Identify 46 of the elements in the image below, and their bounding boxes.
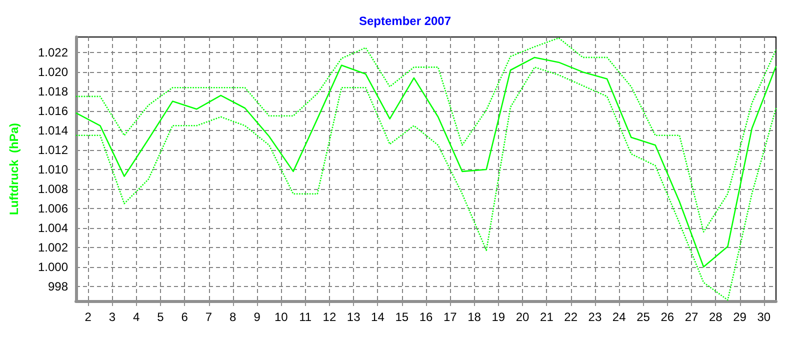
- x-tick-label: 9: [254, 310, 261, 324]
- y-tick-label: 1.010: [38, 162, 68, 176]
- y-tick-label: 1.004: [38, 220, 68, 235]
- x-tick-label: 25: [636, 310, 650, 324]
- x-tick-label: 4: [133, 310, 140, 324]
- x-tick-label: 16: [419, 310, 433, 324]
- line-series: [75, 37, 777, 232]
- x-tick-label: 17: [443, 310, 458, 324]
- x-tick-label: 19: [492, 310, 506, 324]
- x-tick-label: 12: [322, 310, 336, 324]
- y-tick-label: 1.000: [38, 260, 68, 274]
- x-tick-label: 15: [395, 310, 409, 324]
- y-tick-label: 1.012: [38, 143, 68, 158]
- x-tick-label: 30: [757, 310, 771, 324]
- y-tick-label: 1.002: [38, 240, 68, 254]
- y-tick-label: 1.014: [38, 124, 68, 138]
- x-tick-label: 14: [371, 310, 385, 324]
- x-tick-label: 21: [540, 310, 554, 324]
- x-tick-label: 29: [733, 310, 747, 324]
- y-axis-title: Luftdruck (hPa): [7, 123, 21, 215]
- y-tick-label: 1.006: [38, 201, 68, 216]
- x-tick-label: 7: [205, 310, 212, 324]
- x-tick-label: 20: [516, 310, 530, 324]
- x-tick-label: 11: [299, 310, 312, 324]
- chart-title: September 2007: [358, 14, 452, 28]
- y-tick-label: 1.008: [38, 182, 68, 196]
- x-tick-label: 8: [230, 310, 237, 324]
- x-tick-label: 10: [274, 310, 288, 324]
- x-tick-label: 26: [660, 310, 674, 324]
- x-tick-label: 13: [346, 310, 361, 324]
- y-tick-label: 998: [48, 279, 68, 294]
- y-tick-label: 1.022: [38, 46, 68, 60]
- x-tick-label: 3: [108, 310, 116, 324]
- x-tick-label: 28: [708, 310, 723, 324]
- x-tick-label: 18: [468, 310, 482, 324]
- x-tick-label: 23: [588, 310, 602, 324]
- line-series: [75, 56, 777, 268]
- x-tick-label: 6: [181, 310, 188, 324]
- x-tick-label: 2: [84, 310, 92, 324]
- y-tick-label: 1.016: [38, 104, 68, 118]
- x-tick-label: 27: [684, 310, 699, 324]
- y-tick-label: 1.020: [38, 65, 68, 80]
- y-tick-label: 1.018: [38, 84, 68, 99]
- x-tick-label: 22: [564, 310, 578, 324]
- x-tick-label: 5: [157, 310, 164, 324]
- x-tick-label: 24: [612, 310, 626, 324]
